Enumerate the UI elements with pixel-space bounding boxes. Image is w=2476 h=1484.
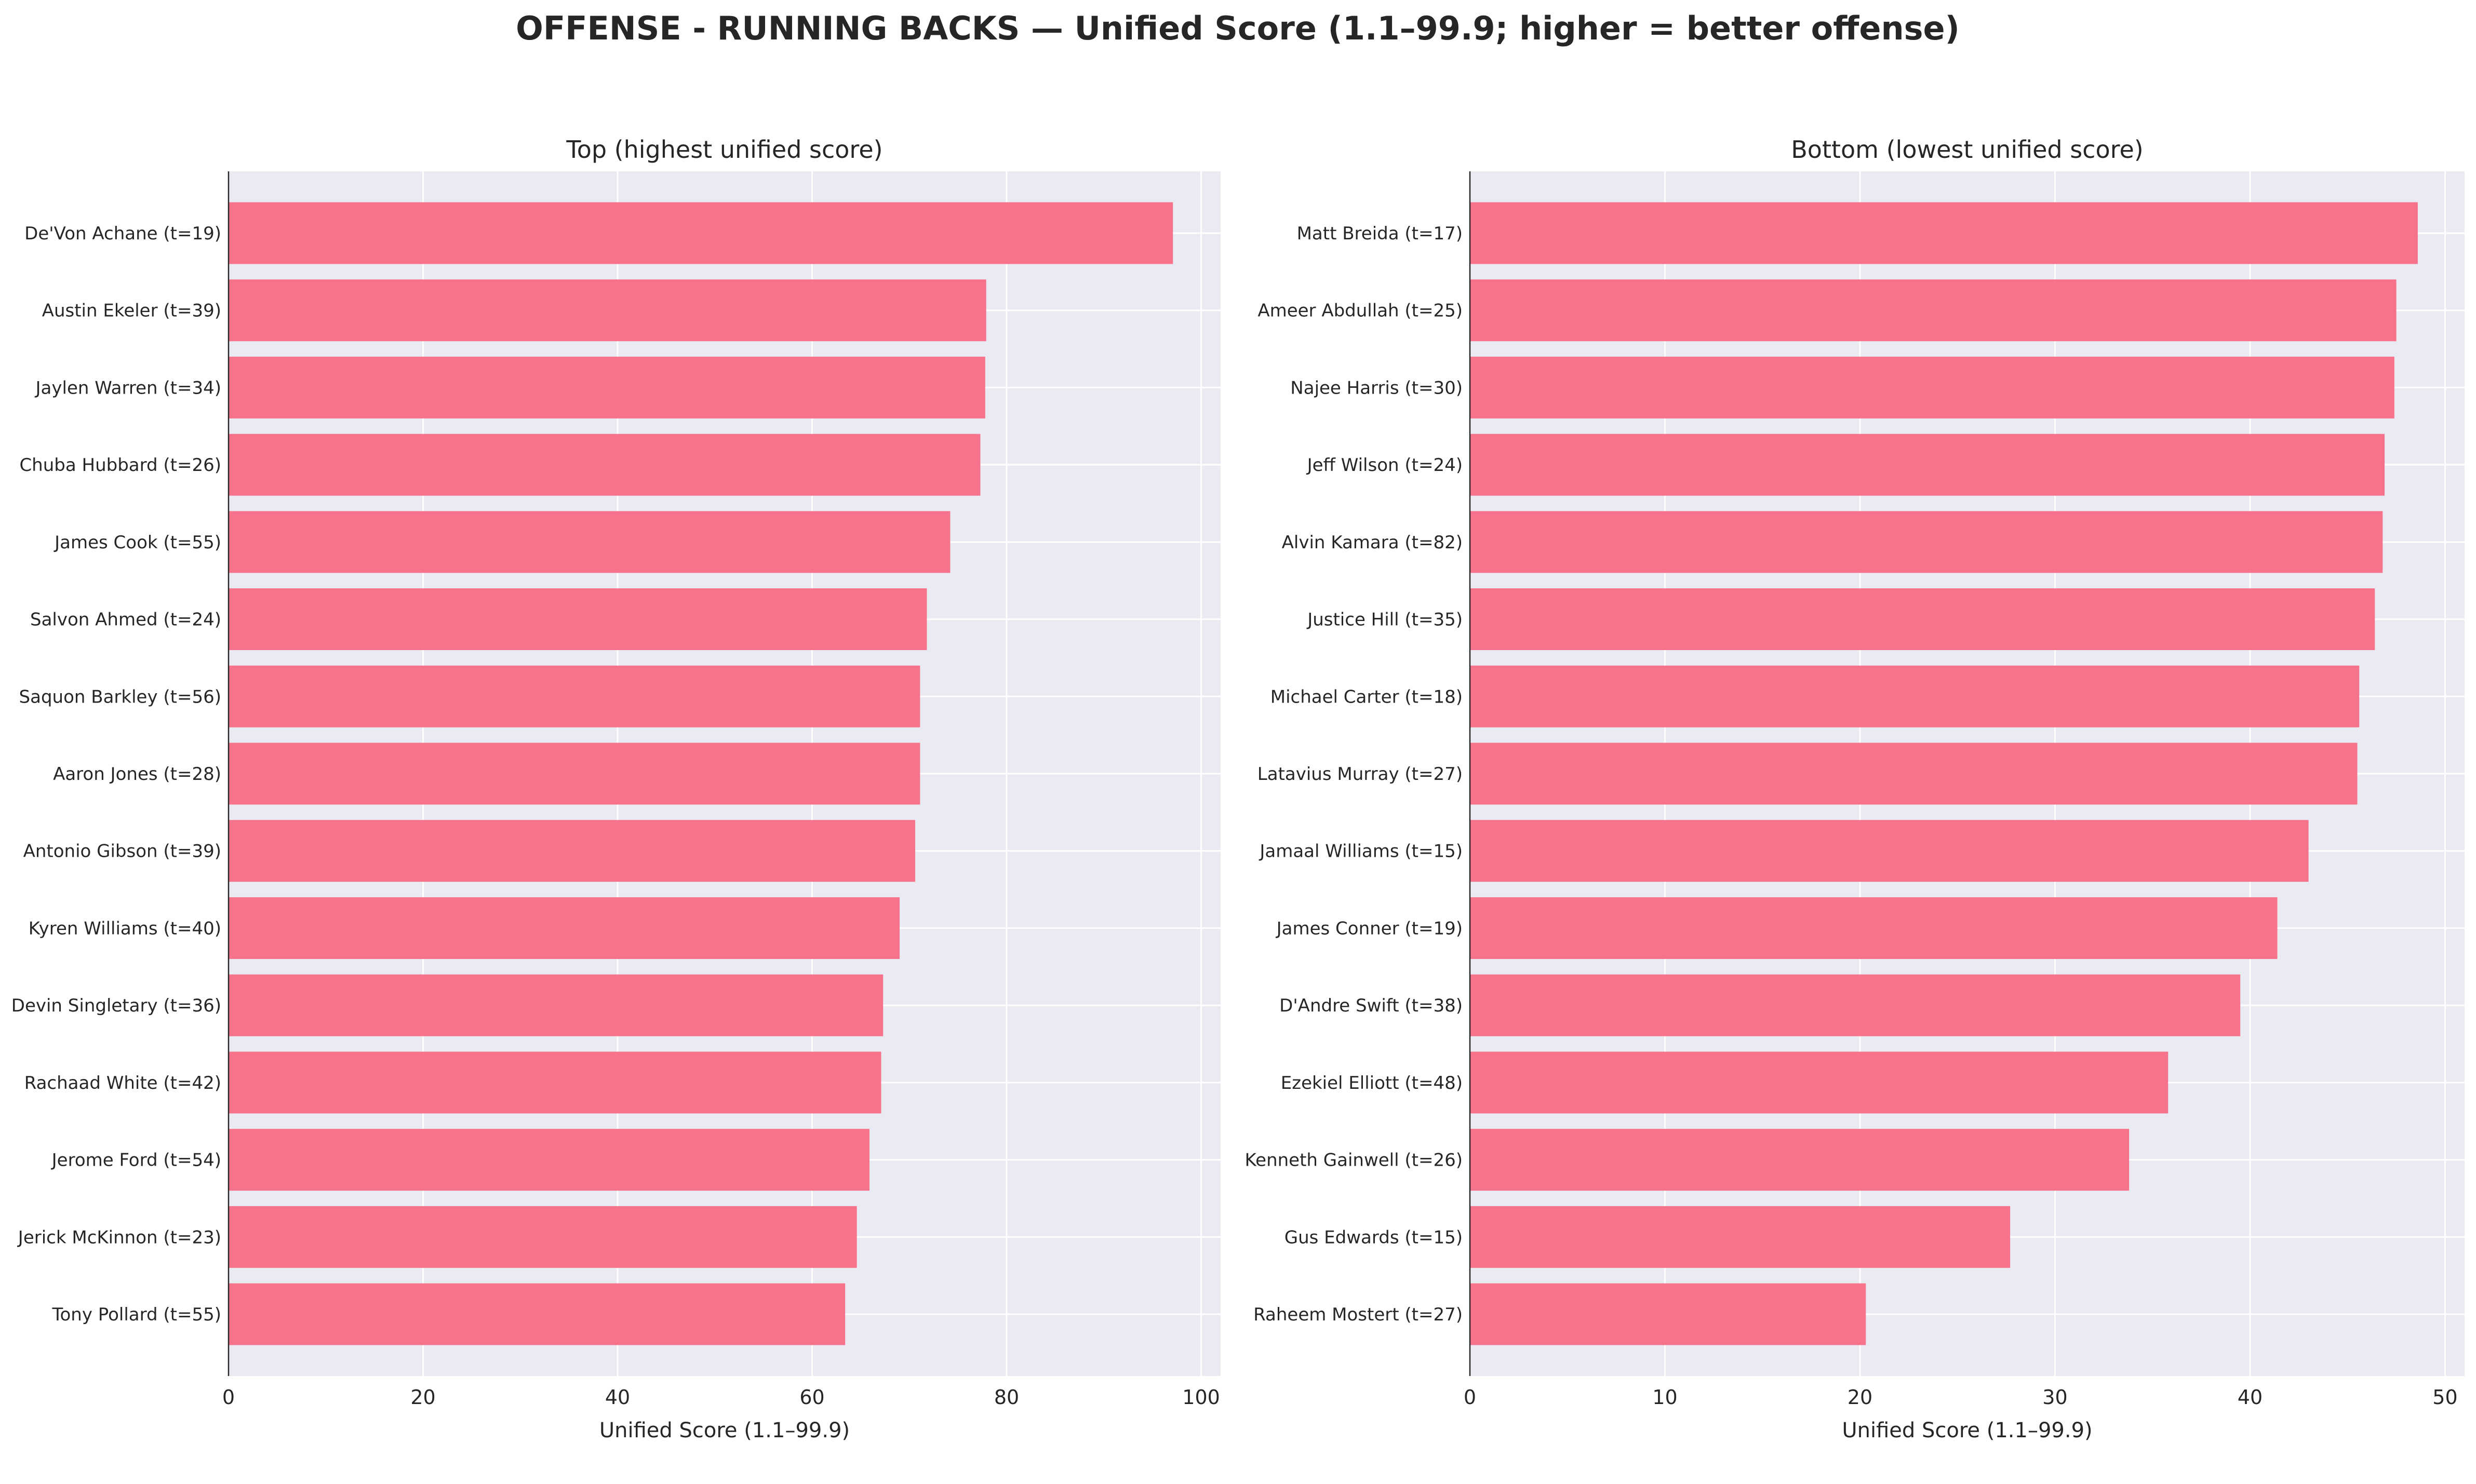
top-category-label: Salvon Ahmed (t=24) — [30, 610, 221, 630]
top-category-label: James Cook (t=55) — [53, 532, 221, 553]
top-category-label: Devin Singletary (t=36) — [11, 995, 221, 1016]
top-bar-3 — [229, 434, 981, 496]
bottom-bar-7 — [1470, 743, 2358, 805]
top-bar-8 — [229, 820, 916, 882]
bottom-x-axis-label: Unified Score (1.1–99.9) — [1842, 1419, 2092, 1442]
top-category-label: Saquon Barkley (t=56) — [19, 686, 221, 707]
top-category-label: Kyren Williams (t=40) — [29, 918, 221, 939]
bottom-category-label: Gus Edwards (t=15) — [1284, 1227, 1463, 1248]
bottom-scores-chart: Matt Breida (t=17) Ameer Abdullah (t=25) N… — [1245, 136, 2465, 1442]
bottom-bar-9 — [1470, 897, 2278, 959]
bottom-category-label: Justice Hill (t=35) — [1306, 610, 1463, 630]
bottom-category-label: James Conner (t=19) — [1276, 918, 1463, 939]
bottom-x-tick-label: 50 — [2432, 1386, 2457, 1409]
bottom-bar-12 — [1470, 1129, 2130, 1191]
bottom-bar-10 — [1470, 974, 2241, 1036]
bottom-category-label: Najee Harris (t=30) — [1290, 377, 1463, 398]
top-bar-7 — [229, 743, 920, 805]
bottom-x-tick-label: 10 — [1652, 1386, 1677, 1409]
bottom-category-label: D'Andre Swift (t=38) — [1279, 995, 1463, 1016]
bottom-x-tick-label: 40 — [2238, 1386, 2263, 1409]
top-category-label: Tony Pollard (t=55) — [52, 1304, 221, 1325]
bottom-x-tick-label: 30 — [2042, 1386, 2067, 1409]
top-bar-2 — [229, 356, 985, 419]
top-category-label: Rachaad White (t=42) — [24, 1073, 221, 1094]
bottom-x-tick-label: 0 — [1464, 1386, 1476, 1409]
top-bar-6 — [229, 665, 920, 727]
top-x-tick-label: 0 — [222, 1386, 235, 1409]
bottom-category-label: Ezekiel Elliott (t=48) — [1281, 1073, 1463, 1094]
top-bar-14 — [229, 1283, 846, 1345]
top-x-tick-label: 100 — [1182, 1386, 1220, 1409]
top-bar-13 — [229, 1206, 857, 1268]
top-category-label: De'Von Achane (t=19) — [24, 223, 221, 244]
top-category-label: Jaylen Warren (t=34) — [35, 377, 221, 398]
bottom-category-label: Latavius Murray (t=27) — [1257, 764, 1463, 785]
top-category-label: Jerick McKinnon (t=23) — [17, 1227, 221, 1248]
top-x-tick-label: 80 — [994, 1386, 1019, 1409]
bottom-bar-5 — [1470, 588, 2375, 651]
bottom-bar-13 — [1470, 1206, 2011, 1268]
top-category-label: Austin Ekeler (t=39) — [42, 301, 221, 321]
bottom-category-label: Alvin Kamara (t=82) — [1282, 532, 1463, 553]
top-bar-1 — [229, 279, 986, 342]
top-bar-11 — [229, 1051, 881, 1114]
bottom-category-label: Jamaal Williams (t=15) — [1259, 841, 1463, 862]
bottom-category-label: Jeff Wilson (t=24) — [1306, 455, 1463, 476]
top-scores-chart: De'Von Achane (t=19) Austin Ekeler (t=39)… — [11, 136, 1221, 1442]
top-category-label: Antonio Gibson (t=39) — [23, 841, 221, 862]
bottom-chart-title: Bottom (lowest unified score) — [1791, 136, 2144, 164]
top-bar-5 — [229, 588, 927, 651]
top-x-tick-label: 20 — [410, 1386, 435, 1409]
bottom-bar-4 — [1470, 511, 2383, 573]
top-x-axis-label: Unified Score (1.1–99.9) — [599, 1419, 850, 1442]
top-bar-10 — [229, 974, 884, 1036]
bottom-bar-1 — [1470, 279, 2397, 342]
bottom-bar-6 — [1470, 665, 2360, 727]
top-category-label: Jerome Ford (t=54) — [51, 1150, 221, 1171]
top-bar-9 — [229, 897, 900, 959]
top-bar-0 — [229, 202, 1173, 264]
bottom-category-label: Michael Carter (t=18) — [1270, 686, 1463, 707]
bottom-category-label: Kenneth Gainwell (t=26) — [1245, 1150, 1463, 1171]
bottom-bar-14 — [1470, 1283, 1866, 1345]
top-x-tick-label: 60 — [799, 1386, 824, 1409]
top-bar-4 — [229, 511, 951, 573]
bottom-bar-3 — [1470, 434, 2385, 496]
bottom-bar-11 — [1470, 1051, 2169, 1114]
bottom-bar-2 — [1470, 356, 2394, 419]
top-chart-title: Top (highest unified score) — [566, 136, 882, 164]
bottom-bar-8 — [1470, 820, 2309, 882]
bottom-category-label: Ameer Abdullah (t=25) — [1257, 301, 1463, 321]
figure-title: OFFENSE - RUNNING BACKS — Unified Score … — [516, 9, 1960, 47]
top-category-label: Aaron Jones (t=28) — [53, 764, 221, 785]
top-bar-12 — [229, 1129, 870, 1191]
bottom-bar-0 — [1470, 202, 2418, 264]
bottom-category-label: Raheem Mostert (t=27) — [1253, 1304, 1463, 1325]
bottom-x-tick-label: 20 — [1848, 1386, 1872, 1409]
top-category-label: Chuba Hubbard (t=26) — [19, 455, 221, 476]
top-x-tick-label: 40 — [605, 1386, 630, 1409]
bottom-category-label: Matt Breida (t=17) — [1297, 223, 1463, 244]
